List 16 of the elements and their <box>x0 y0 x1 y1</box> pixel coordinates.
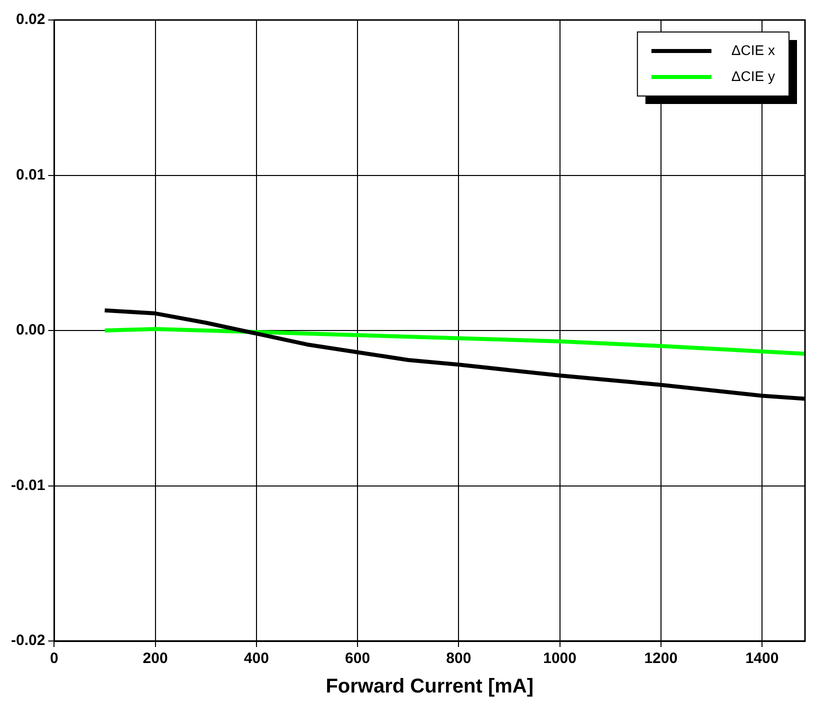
x-tick-label: 400 <box>244 650 269 668</box>
x-tick-label: 1400 <box>745 650 779 668</box>
x-tick-label: 1200 <box>644 650 678 668</box>
x-tick-label: 800 <box>446 650 472 668</box>
y-tick-label: -0.01 <box>10 476 46 494</box>
x-tick-label: 600 <box>345 650 370 668</box>
y-tick-label: 0.01 <box>16 166 46 184</box>
x-tick-label: 200 <box>142 650 168 668</box>
x-tick-label: 1000 <box>543 650 576 668</box>
y-tick-label: 0.00 <box>16 322 46 339</box>
x-tick-label: 0 <box>50 650 58 668</box>
x-axis-title: Forward Current [mA] <box>326 676 534 698</box>
legend-label: ΔCIE y <box>731 68 776 84</box>
y-tick-label: -0.02 <box>10 632 46 650</box>
y-tick-label: 0.02 <box>16 11 46 28</box>
legend-label: ΔCIE x <box>731 42 776 58</box>
